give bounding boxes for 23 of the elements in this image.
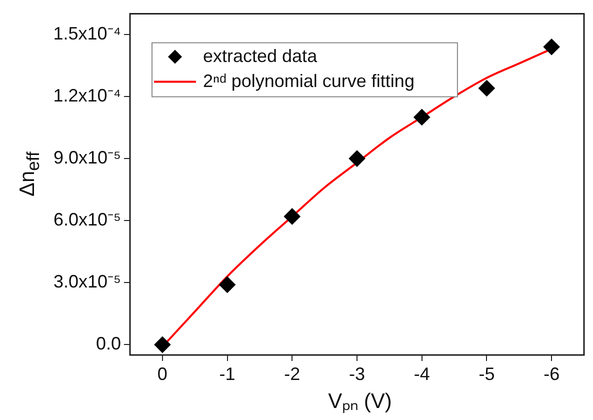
x-tick-label: -6 xyxy=(544,364,560,384)
point xyxy=(284,208,300,224)
x-tick-label: -3 xyxy=(348,364,366,384)
y-tick-label: 0.0 xyxy=(96,334,121,354)
x-axis-title: Vₚₙ (V) xyxy=(327,389,393,414)
y-tick-label: 6.0x10⁻⁵ xyxy=(53,210,121,230)
x-tick-label: -1 xyxy=(219,364,236,384)
y-tick-label: 3.0x10⁻⁵ xyxy=(53,272,121,292)
point xyxy=(154,336,170,353)
x-tick-label: 0 xyxy=(157,364,168,384)
x-tick-label: -4 xyxy=(414,364,430,384)
x-tick-label: -2 xyxy=(284,364,300,384)
y-tick-label: 1.5x10⁻⁴ xyxy=(53,23,121,44)
point xyxy=(219,276,236,293)
point xyxy=(478,80,495,96)
legend-label: 2ⁿᵈ polynomial curve fitting xyxy=(203,70,414,91)
x-tick-label: -5 xyxy=(478,364,495,384)
point xyxy=(349,150,365,167)
legend-label: extracted data xyxy=(203,46,318,66)
y-tick-label: 1.2x10⁻⁴ xyxy=(53,85,121,106)
y-tick-label: 9.0x10⁻⁵ xyxy=(53,148,121,168)
point xyxy=(414,109,430,126)
point xyxy=(544,38,560,55)
